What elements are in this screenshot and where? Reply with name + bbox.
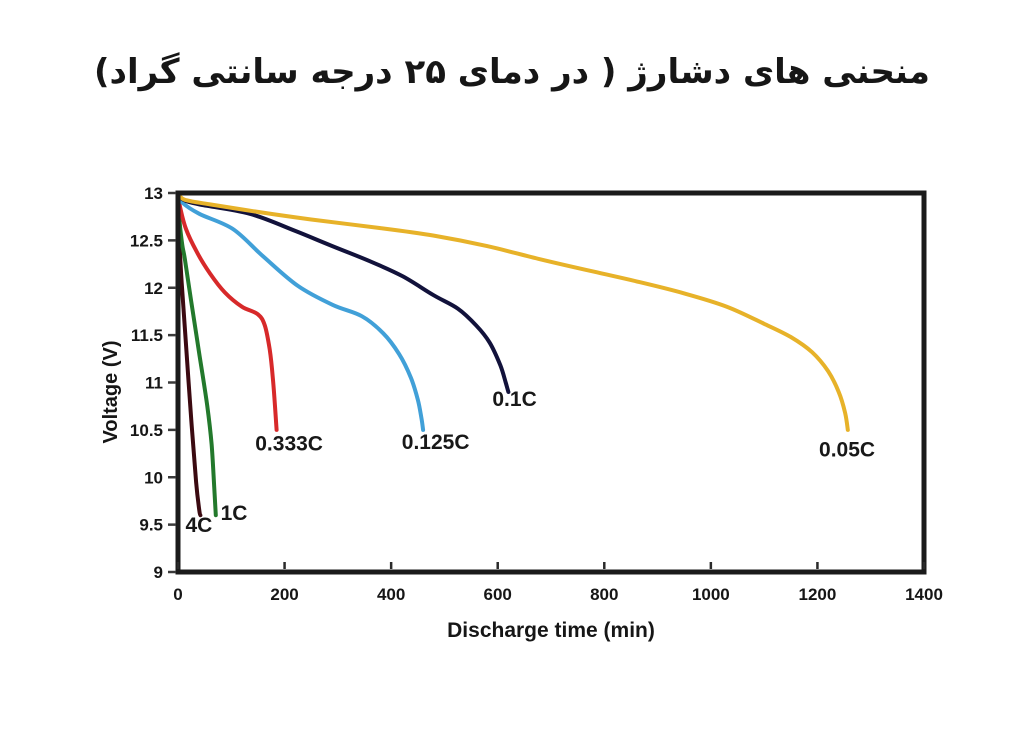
x-tick-label: 1000 bbox=[692, 585, 730, 604]
y-tick-label: 12 bbox=[144, 279, 163, 298]
x-tick-label: 400 bbox=[377, 585, 405, 604]
series-curve-0.333C bbox=[176, 191, 279, 432]
x-tick-label: 200 bbox=[270, 585, 298, 604]
y-tick-label: 13 bbox=[144, 184, 163, 203]
series-curve-0.05C bbox=[176, 191, 850, 432]
series-label-0.1C: 0.1C bbox=[492, 388, 536, 411]
y-tick-label: 11.5 bbox=[131, 326, 163, 345]
series-label-4C: 4C bbox=[185, 514, 212, 537]
y-tick-label: 10.5 bbox=[130, 421, 163, 440]
y-axis-title: Voltage (V) bbox=[100, 341, 122, 444]
y-tick-label: 9.5 bbox=[139, 516, 163, 535]
chart-title: منحنی های دشارژ ( در دمای ۲۵ درجه سانتی … bbox=[93, 52, 930, 92]
series-label-1C: 1C bbox=[221, 502, 248, 525]
x-tick-label: 1200 bbox=[799, 585, 837, 604]
series-curve-1C bbox=[176, 191, 218, 518]
series-label-0.333C: 0.333C bbox=[255, 433, 323, 456]
plot-border bbox=[175, 190, 927, 575]
y-tick-label: 11 bbox=[145, 374, 163, 393]
x-tick-label: 800 bbox=[590, 585, 618, 604]
y-tick-label: 10 bbox=[144, 468, 163, 487]
y-tick-label: 12.5 bbox=[130, 231, 163, 250]
series-label-0.05C: 0.05C bbox=[819, 438, 875, 461]
series-label-0.125C: 0.125C bbox=[402, 431, 470, 454]
x-axis-title: Discharge time (min) bbox=[447, 619, 655, 642]
y-tick-label: 9 bbox=[154, 563, 163, 582]
x-tick-label: 1400 bbox=[905, 585, 943, 604]
x-tick-label: 600 bbox=[484, 585, 512, 604]
series-curve-0.125C bbox=[176, 191, 426, 432]
x-tick-label: 0 bbox=[173, 585, 182, 604]
